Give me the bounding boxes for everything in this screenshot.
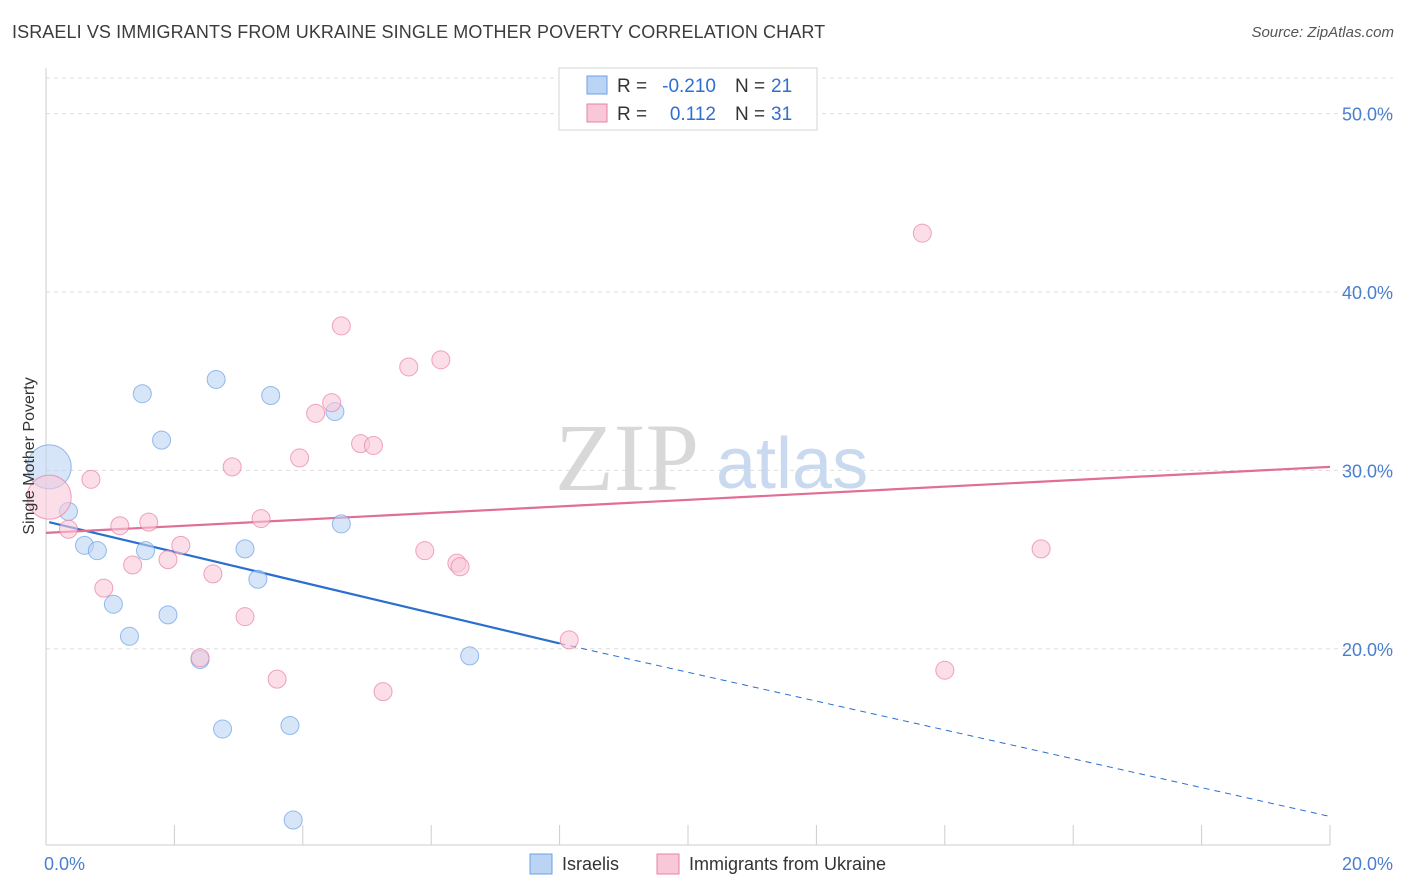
data-point-israelis (158, 605, 178, 625)
legend-swatch-israelis (586, 75, 608, 95)
bottom-legend-swatch-israelis (529, 853, 553, 875)
data-point-ukraine (58, 519, 78, 539)
data-point-ukraine (81, 469, 101, 489)
axes: 20.0% 30.0% 40.0% 50.0% (45, 68, 1393, 846)
data-point-ukraine (222, 457, 242, 477)
data-point-israelis (132, 384, 152, 404)
data-point-ukraine (1031, 539, 1051, 559)
data-point-israelis (103, 594, 123, 614)
data-point-ukraine (203, 564, 223, 584)
data-point-israelis (213, 719, 233, 739)
data-point-ukraine (935, 660, 955, 680)
y-axis-label: Single Mother Poverty (21, 377, 38, 534)
data-point-israelis (460, 646, 480, 666)
data-point-israelis (280, 715, 300, 735)
data-point-ukraine (559, 630, 579, 650)
legend-r-label-ukraine: R = (617, 104, 647, 125)
data-point-israelis (152, 430, 172, 450)
data-point-ukraine (306, 403, 326, 423)
legend-swatch-ukraine (586, 103, 608, 123)
data-point-ukraine (331, 316, 351, 336)
data-point-ukraine (235, 607, 255, 627)
data-point-ukraine (171, 535, 191, 555)
legend-r-value-ukraine: 0.112 (670, 104, 716, 125)
y-tick-label: 20.0% (1342, 640, 1393, 660)
data-point-israelis (331, 514, 351, 534)
data-point-ukraine (415, 541, 435, 561)
data-point-ukraine (251, 509, 271, 529)
data-point-ukraine (26, 474, 72, 520)
legend-r-label-israelis: R = (617, 76, 647, 97)
x-tick-label-max: 20.0% (1342, 854, 1393, 874)
watermark-zip: ZIP (555, 404, 699, 511)
legend-n-label-ukraine: N = (735, 104, 765, 125)
data-point-israelis (87, 541, 107, 561)
trend-line-israelis (48, 521, 560, 645)
data-point-ukraine (399, 357, 419, 377)
data-point-israelis (235, 539, 255, 559)
data-points (26, 223, 1051, 830)
data-point-ukraine (912, 223, 932, 243)
data-point-ukraine (322, 393, 342, 413)
legend-n-value-ukraine: 31 (771, 104, 792, 125)
chart-title: ISRAELI VS IMMIGRANTS FROM UKRAINE SINGL… (12, 22, 826, 42)
y-tick-label: 40.0% (1342, 283, 1393, 303)
data-point-israelis (248, 569, 268, 589)
legend-n-label-israelis: N = (735, 76, 765, 97)
data-point-israelis (283, 810, 303, 830)
data-point-ukraine (363, 435, 383, 455)
data-point-ukraine (139, 512, 159, 532)
bottom-legend-swatch-ukraine (656, 853, 680, 875)
data-point-ukraine (450, 557, 470, 577)
grid (46, 77, 1393, 650)
watermark-atlas: atlas (716, 424, 868, 504)
data-point-ukraine (290, 448, 310, 468)
data-point-ukraine (94, 578, 114, 598)
legend-r-value-israelis: -0.210 (662, 76, 716, 97)
data-point-ukraine (267, 669, 287, 689)
data-point-israelis (261, 386, 281, 406)
bottom-legend-label-ukraine: Immigrants from Ukraine (689, 854, 886, 874)
chart-source: Source: ZipAtlas.com (1251, 24, 1394, 41)
bottom-legend-label-israelis: Israelis (562, 854, 619, 874)
data-point-ukraine (158, 550, 178, 570)
data-point-ukraine (431, 350, 451, 370)
data-point-israelis (206, 369, 226, 389)
x-tick-label-min: 0.0% (44, 854, 85, 874)
legend-n-value-israelis: 21 (771, 76, 792, 97)
y-tick-label: 50.0% (1342, 105, 1393, 125)
correlation-legend: R = -0.210 N = 21 R = 0.112 N = 31 (558, 67, 818, 131)
trend-lines (45, 465, 1331, 817)
data-point-ukraine (190, 648, 210, 668)
series-legend: Israelis Immigrants from Ukraine (529, 853, 886, 875)
data-point-ukraine (110, 516, 130, 536)
y-tick-label: 30.0% (1342, 461, 1393, 481)
watermark: ZIP atlas (555, 404, 868, 511)
data-point-ukraine (373, 682, 393, 702)
data-point-israelis (136, 541, 156, 561)
data-point-israelis (119, 626, 139, 646)
data-point-ukraine (123, 555, 143, 575)
